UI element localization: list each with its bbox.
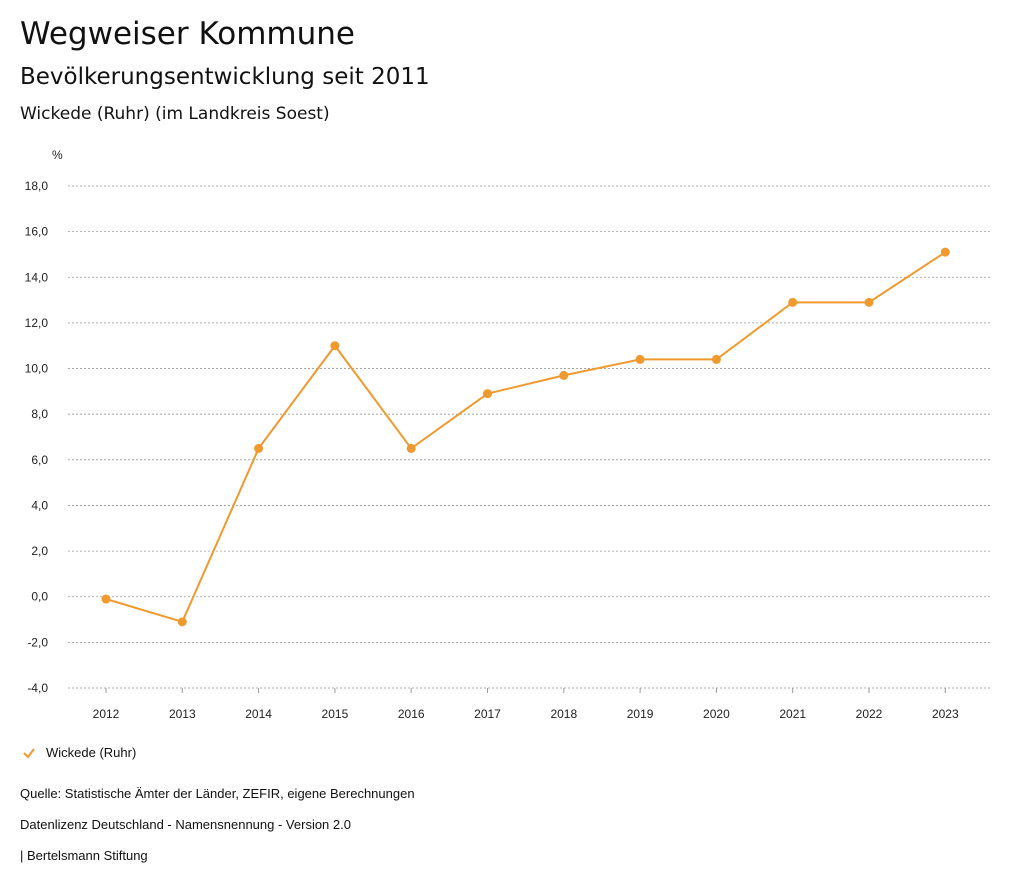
- data-point: [711, 354, 721, 364]
- y-tick-label: 14,0: [25, 270, 49, 284]
- series-line: [105, 251, 946, 624]
- x-tick-label: 2012: [93, 707, 120, 721]
- y-tick-label: 12,0: [25, 316, 49, 330]
- y-tick-label: 2,0: [31, 544, 48, 558]
- y-tick-label: 6,0: [31, 453, 48, 467]
- source-note: Quelle: Statistische Ämter der Länder, Z…: [20, 786, 415, 801]
- x-tick-label: 2021: [779, 707, 806, 721]
- data-point: [483, 389, 492, 399]
- data-point: [406, 443, 416, 453]
- x-tick-label: 2017: [474, 707, 501, 721]
- data-point: [635, 354, 645, 364]
- x-tick-label: 2013: [169, 707, 196, 721]
- y-axis-unit: %: [52, 148, 63, 162]
- x-tick-label: 2019: [627, 707, 654, 721]
- x-tick-label: 2020: [703, 707, 730, 721]
- y-tick-label: -2,0: [27, 635, 48, 649]
- data-point: [254, 443, 264, 453]
- chart-title: Bevölkerungsentwicklung seit 2011: [20, 64, 430, 90]
- x-tick-label: 2023: [932, 707, 959, 721]
- legend-item[interactable]: Wickede (Ruhr): [22, 745, 136, 760]
- data-point: [940, 247, 950, 257]
- y-tick-label: 10,0: [25, 362, 49, 376]
- data-point: [177, 617, 187, 627]
- y-tick-label: 4,0: [31, 498, 48, 512]
- x-tick-label: 2015: [322, 707, 349, 721]
- data-point: [788, 297, 798, 307]
- x-tick-label: 2014: [245, 707, 272, 721]
- y-tick-label: 8,0: [31, 407, 48, 421]
- y-tick-label: 18,0: [25, 179, 49, 193]
- data-point: [559, 370, 569, 380]
- line-chart: % 18,0 16,0 14,0 12,0 10,0 8,0 6,0 4,0 2,0 0,0 -2,…: [25, 148, 990, 721]
- publisher-note: | Bertelsmann Stiftung: [20, 848, 148, 863]
- y-tick-label: 16,0: [25, 225, 49, 239]
- x-tick-label: 2022: [856, 707, 883, 721]
- data-point: [330, 341, 340, 351]
- y-tick-label: 0,0: [31, 590, 48, 604]
- data-point: [864, 297, 874, 307]
- check-icon: [23, 747, 35, 759]
- region-title: Wickede (Ruhr) (im Landkreis Soest): [20, 104, 330, 124]
- y-tick-label: -4,0: [27, 681, 48, 695]
- data-point: [101, 594, 111, 604]
- x-tick-label: 2016: [398, 707, 425, 721]
- app-title: Wegweiser Kommune: [20, 16, 355, 52]
- legend-label: Wickede (Ruhr): [46, 745, 137, 760]
- x-tick-label: 2018: [550, 707, 577, 721]
- license-note: Datenlizenz Deutschland - Namensnennung …: [20, 817, 351, 832]
